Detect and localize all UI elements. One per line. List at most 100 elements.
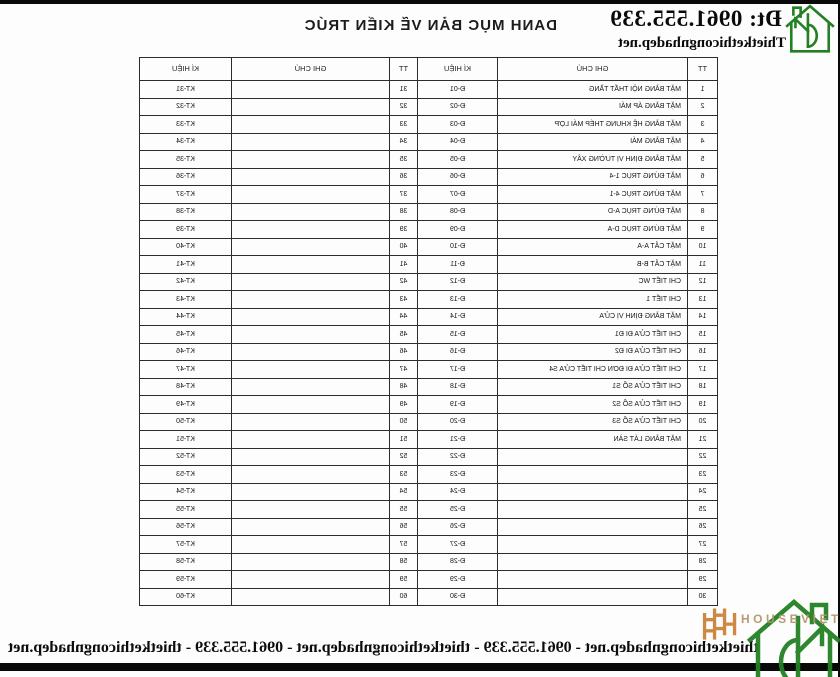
table-cell-code2: KT-33 bbox=[139, 115, 232, 133]
table-cell-code: Đ-18 bbox=[417, 378, 498, 396]
table-cell-note bbox=[231, 570, 390, 588]
table-cell-name: CHI TIẾT WC bbox=[497, 273, 688, 291]
table-cell-tt2: 59 bbox=[389, 570, 418, 588]
table-cell-code2: KT-47 bbox=[139, 360, 232, 378]
table-row: 27 Đ-27 57 KT-57 bbox=[139, 535, 718, 553]
table-cell-tt2: 53 bbox=[389, 465, 418, 483]
table-row: 1 MẶT BẰNG NỘI THẤT TẦNG Đ-01 31 KT-31 bbox=[139, 80, 718, 98]
table-cell-code2: KT-45 bbox=[139, 325, 232, 343]
table-cell-tt2: 40 bbox=[389, 238, 418, 256]
table-cell-code2: KT-41 bbox=[139, 255, 232, 273]
table-cell-note bbox=[231, 553, 390, 571]
table-cell-tt: 15 bbox=[687, 325, 718, 343]
table-header-row: TT GHI CHÚ KÍ HIỆU TT GHI CHÚ KÍ HIỆU bbox=[139, 57, 718, 81]
table-cell-code2: KT-57 bbox=[139, 535, 232, 553]
table-cell-tt: 22 bbox=[687, 448, 718, 466]
table-cell-tt2: 34 bbox=[389, 133, 418, 151]
table-cell-note bbox=[231, 325, 390, 343]
table-cell-name: CHI TIẾT CỬA SỔ S3 bbox=[497, 413, 688, 431]
table-cell-name bbox=[497, 500, 688, 518]
table-cell-name: MẶT CẮT A-A bbox=[497, 238, 688, 256]
table-cell-tt2: 36 bbox=[389, 168, 418, 186]
table-row: 26 Đ-26 56 KT-56 bbox=[139, 518, 718, 536]
col-header-note: GHI CHÚ bbox=[231, 57, 390, 81]
table-cell-tt2: 49 bbox=[389, 395, 418, 413]
table-cell-note bbox=[231, 483, 390, 501]
table-cell-code2: KT-37 bbox=[139, 185, 232, 203]
table-cell-note bbox=[231, 360, 390, 378]
table-cell-note bbox=[231, 500, 390, 518]
col-header-name: GHI CHÚ bbox=[497, 57, 688, 81]
table-cell-name: MẶT ĐỨNG TRỤC D-A bbox=[497, 220, 688, 238]
table-cell-code: Đ-21 bbox=[417, 430, 498, 448]
table-cell-tt: 1 bbox=[687, 80, 718, 98]
table-cell-name bbox=[497, 483, 688, 501]
table-cell-code: Đ-13 bbox=[417, 290, 498, 308]
table-cell-note bbox=[231, 413, 390, 431]
table-row: 12 CHI TIẾT WC Đ-12 42 KT-42 bbox=[139, 273, 718, 291]
table-cell-code: Đ-10 bbox=[417, 238, 498, 256]
table-cell-note bbox=[231, 185, 390, 203]
table-cell-note bbox=[231, 290, 390, 308]
table-cell-code2: KT-42 bbox=[139, 273, 232, 291]
table-cell-code: Đ-08 bbox=[417, 203, 498, 221]
table-cell-tt: 2 bbox=[687, 98, 718, 116]
table-cell-note bbox=[231, 378, 390, 396]
table-cell-name: CHI TIẾT CỬA ĐI ĐƠN CHI TIẾT CỬA S4 bbox=[497, 360, 688, 378]
table-cell-note bbox=[231, 535, 390, 553]
table-cell-code2: KT-44 bbox=[139, 308, 232, 326]
table-cell-note bbox=[231, 343, 390, 361]
col-header-code: KÍ HIỆU bbox=[417, 57, 498, 81]
table-cell-tt2: 46 bbox=[389, 343, 418, 361]
col-header-code-2: KÍ HIỆU bbox=[139, 57, 232, 81]
table-cell-name: MẶT BẰNG ĐỊNH VỊ CỬA bbox=[497, 308, 688, 326]
table-cell-tt2: 60 bbox=[389, 588, 418, 606]
table-cell-code: Đ-19 bbox=[417, 395, 498, 413]
table-cell-code2: KT-46 bbox=[139, 343, 232, 361]
table-cell-tt2: 33 bbox=[389, 115, 418, 133]
table-cell-note bbox=[231, 395, 390, 413]
table-cell-tt: 16 bbox=[687, 343, 718, 361]
table-cell-name bbox=[497, 535, 688, 553]
table-cell-name: CHI TIẾT CỬA ĐI Đ1 bbox=[497, 325, 688, 343]
table-cell-name: CHI TIẾT CỬA ĐI Đ2 bbox=[497, 343, 688, 361]
table-row: 28 Đ-28 58 KT-58 bbox=[139, 553, 718, 571]
table-cell-tt2: 48 bbox=[389, 378, 418, 396]
table-row: 21 MẶT BẰNG LÁT SÀN Đ-21 51 KT-51 bbox=[139, 430, 718, 448]
table-cell-name: MẶT BẰNG ĐỊNH VỊ TƯỜNG XÂY bbox=[497, 150, 688, 168]
table-cell-tt: 19 bbox=[687, 395, 718, 413]
table-cell-tt: 11 bbox=[687, 255, 718, 273]
table-cell-code2: KT-36 bbox=[139, 168, 232, 186]
watermark-house-icon bbox=[740, 596, 840, 677]
table-cell-tt: 12 bbox=[687, 273, 718, 291]
table-cell-code: Đ-03 bbox=[417, 115, 498, 133]
table-cell-tt2: 37 bbox=[389, 185, 418, 203]
table-cell-name: MẶT ĐỨNG TRỤC 4-1 bbox=[497, 185, 688, 203]
website-text: Thietkethicongnhadep.net bbox=[618, 35, 786, 51]
table-body: 1 MẶT BẰNG NỘI THẤT TẦNG Đ-01 31 KT-31 2 MẶT B… bbox=[139, 80, 718, 606]
table-row: 3 MẶT BẰNG HỆ KHUNG THÉP MÁI LỢP Đ-03 33 KT-… bbox=[139, 115, 718, 133]
table-row: 11 MẶT CẮT B-B Đ-11 41 KT-41 bbox=[139, 255, 718, 273]
table-cell-code2: KT-53 bbox=[139, 465, 232, 483]
table-cell-tt: 23 bbox=[687, 465, 718, 483]
table-row: 18 CHI TIẾT CỬA SỔ S1 Đ-18 48 KT-48 bbox=[139, 378, 718, 396]
table-cell-code2: KT-56 bbox=[139, 518, 232, 536]
table-cell-code2: KT-60 bbox=[139, 588, 232, 606]
table-cell-tt2: 52 bbox=[389, 448, 418, 466]
table-cell-code: Đ-17 bbox=[417, 360, 498, 378]
brand-block: Đt: 0961.555.339 Thietkethicongnhadep.ne… bbox=[538, 2, 838, 58]
table-cell-name: CHI TIẾT CỬA SỔ S1 bbox=[497, 378, 688, 396]
table-cell-name: MẶT ĐỨNG TRỤC 1-4 bbox=[497, 168, 688, 186]
table-cell-code2: KT-51 bbox=[139, 430, 232, 448]
table-row: 17 CHI TIẾT CỬA ĐI ĐƠN CHI TIẾT CỬA S4 Đ-1… bbox=[139, 360, 718, 378]
table-cell-code: Đ-02 bbox=[417, 98, 498, 116]
table-cell-note bbox=[231, 203, 390, 221]
table-cell-tt: 3 bbox=[687, 115, 718, 133]
table-cell-note bbox=[231, 465, 390, 483]
table-cell-tt2: 42 bbox=[389, 273, 418, 291]
table-cell-code: Đ-14 bbox=[417, 308, 498, 326]
table-cell-note bbox=[231, 115, 390, 133]
table-cell-tt: 9 bbox=[687, 220, 718, 238]
table-cell-note bbox=[231, 255, 390, 273]
